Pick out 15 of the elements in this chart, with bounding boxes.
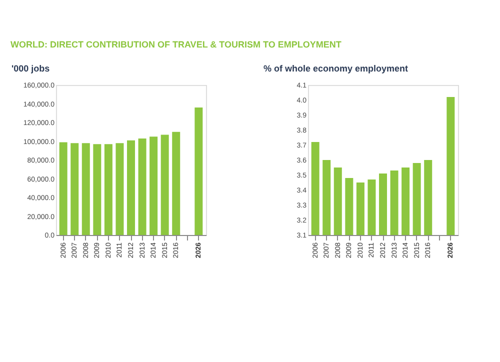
y-axis-title: '000 jobs bbox=[12, 64, 50, 74]
bar bbox=[138, 138, 146, 235]
chart-title: WORLD: DIRECT CONTRIBUTION OF TRAVEL & TOURISM TO EMPLOYMENT bbox=[10, 40, 342, 50]
bar bbox=[150, 136, 158, 235]
bar bbox=[172, 132, 180, 235]
bar bbox=[59, 142, 68, 235]
bar bbox=[82, 143, 90, 235]
bar bbox=[70, 143, 79, 235]
bar bbox=[160, 134, 169, 235]
bar bbox=[194, 108, 203, 235]
bar bbox=[127, 140, 135, 235]
bar bbox=[104, 144, 112, 235]
bar bbox=[93, 144, 102, 235]
y-axis-title: % of whole economy employment bbox=[264, 64, 408, 74]
bar bbox=[116, 143, 124, 235]
